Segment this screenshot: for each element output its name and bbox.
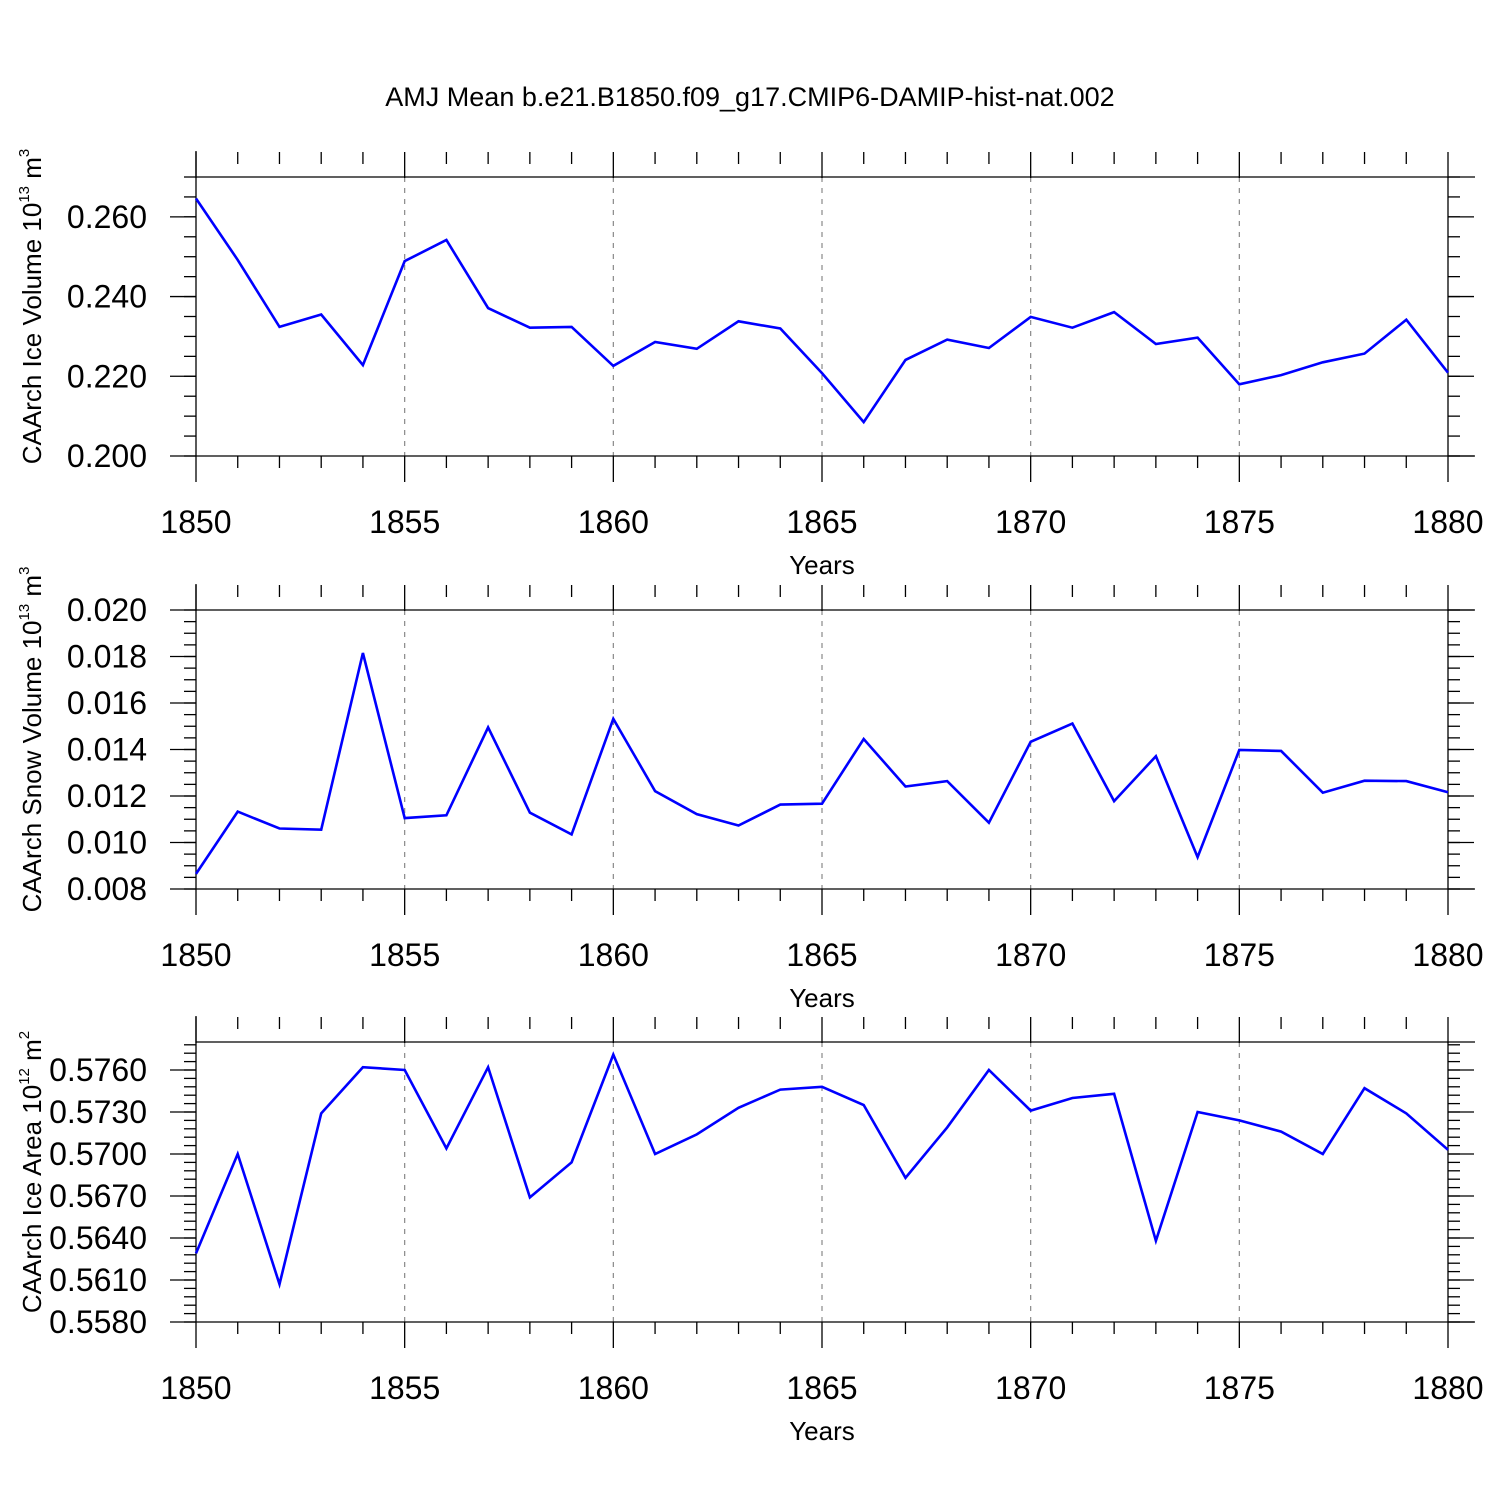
y-tick-label: 0.5640 (49, 1220, 147, 1256)
y-axis-label-superscript: 13 (16, 604, 33, 621)
y-axis-label-superscript: 3 (16, 149, 33, 157)
y-tick-label: 0.5700 (49, 1136, 147, 1172)
y-axis-label: CAArch Ice Volume 1013 m3 (16, 149, 47, 465)
panel-1: 1850 1855 1860 1865 1870 1875 1880 0.200 0.220 0.… (16, 149, 1484, 580)
series-line (194, 1051, 1449, 1289)
y-axis-label-superscript: 13 (16, 186, 33, 203)
x-tick-label: 1875 (1204, 937, 1275, 973)
y-axis-label: CAArch Ice Area 1012 m2 (16, 1031, 47, 1313)
y-tick-label: 0.008 (67, 871, 147, 907)
x-tick-label: 1860 (578, 504, 649, 540)
y-axis-label-text: CAArch Snow Volume 10 (17, 620, 47, 912)
y-tick-label: 0.016 (67, 685, 147, 721)
x-axis-label: Years (789, 1416, 855, 1446)
y-tick-label: 0.014 (67, 732, 147, 768)
y-axis-label-superscript: 3 (16, 567, 33, 575)
panel-2: 1850 1855 1860 1865 1870 1875 1880 0.008 0.010 0.… (16, 567, 1484, 1013)
x-tick-label: 1860 (578, 1370, 649, 1406)
x-tick-label: 1850 (160, 937, 231, 973)
y-axis-label-superscript: 2 (16, 1031, 33, 1039)
figure-title: AMJ Mean b.e21.B1850.f09_g17.CMIP6-DAMIP… (385, 82, 1114, 112)
y-axis-label-text: m (17, 1039, 47, 1068)
y-tick-label: 0.5760 (49, 1052, 147, 1088)
x-tick-label: 1880 (1412, 937, 1483, 973)
x-axis-label: Years (789, 983, 855, 1013)
x-tick-label: 1855 (369, 504, 440, 540)
panels: 1850 1855 1860 1865 1870 1875 1880 0.200 0.220 0.… (16, 149, 1484, 1446)
x-tick-label: 1875 (1204, 1370, 1275, 1406)
y-tick-label: 0.5670 (49, 1178, 147, 1214)
y-tick-label: 0.010 (67, 825, 147, 861)
x-axis-label: Years (789, 550, 855, 580)
y-tick-label: 0.012 (67, 778, 147, 814)
y-axis-label-text: m (17, 575, 47, 604)
y-tick-label: 0.240 (67, 279, 147, 315)
x-tick-label: 1855 (369, 937, 440, 973)
x-tick-label: 1865 (786, 937, 857, 973)
y-axis-label-text: CAArch Ice Volume 10 (17, 203, 47, 465)
y-axis-label-text: CAArch Ice Area 10 (17, 1085, 47, 1313)
x-tick-label: 1875 (1204, 504, 1275, 540)
x-tick-label: 1870 (995, 1370, 1066, 1406)
x-tick-label: 1865 (786, 1370, 857, 1406)
x-tick-label: 1865 (786, 504, 857, 540)
y-axis-label-superscript: 12 (16, 1068, 33, 1085)
panel-3: 1850 1855 1860 1865 1870 1875 1880 0.5580 0.5610… (16, 1016, 1484, 1446)
y-axis-label-text: m (17, 157, 47, 186)
y-tick-label: 0.018 (67, 639, 147, 675)
x-tick-label: 1850 (160, 1370, 231, 1406)
x-tick-label: 1860 (578, 937, 649, 973)
series-line (194, 197, 1450, 425)
y-tick-label: 0.220 (67, 358, 147, 394)
y-tick-label: 0.5610 (49, 1262, 147, 1298)
x-tick-label: 1880 (1412, 1370, 1483, 1406)
y-tick-label: 0.200 (67, 438, 147, 474)
x-tick-label: 1870 (995, 504, 1066, 540)
y-tick-label: 0.260 (67, 199, 147, 235)
series-line (194, 652, 1449, 875)
x-tick-label: 1850 (160, 504, 231, 540)
y-tick-label: 0.020 (67, 592, 147, 628)
y-tick-label: 0.5730 (49, 1094, 147, 1130)
y-axis-label: CAArch Snow Volume 1013 m3 (16, 567, 47, 913)
x-tick-label: 1870 (995, 937, 1066, 973)
x-tick-label: 1880 (1412, 504, 1483, 540)
x-tick-label: 1855 (369, 1370, 440, 1406)
y-tick-label: 0.5580 (49, 1304, 147, 1340)
